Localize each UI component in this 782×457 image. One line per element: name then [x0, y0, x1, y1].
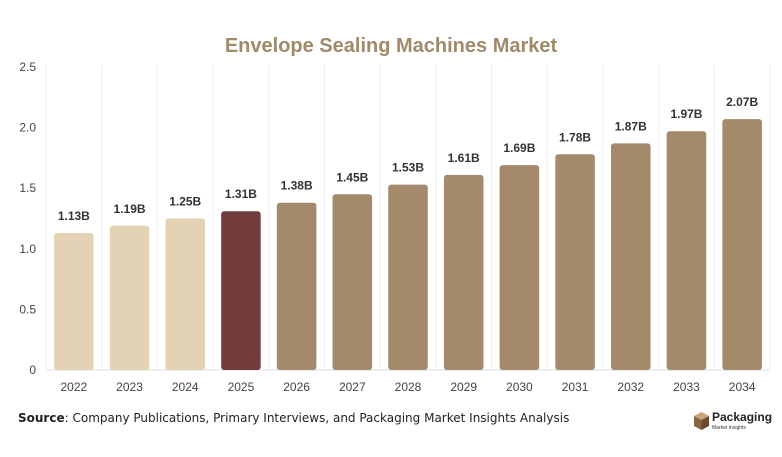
x-axis-ticks: 2022 2023 2024 2025 2026 2027 2028 2029 2030 2031…	[60, 380, 755, 394]
bar-2027	[332, 194, 373, 370]
x-tick-label: 2031	[562, 380, 589, 394]
x-tick-label: 2025	[228, 380, 255, 394]
data-label: 1.97B	[670, 107, 702, 121]
bar-2033	[666, 131, 707, 370]
x-tick-label: 2028	[395, 380, 422, 394]
bar-2025	[221, 211, 261, 370]
x-tick-label: 2029	[450, 380, 477, 394]
source-note: Source: Company Publications, Primary In…	[18, 411, 569, 425]
bar-2022	[54, 233, 94, 370]
grid-lines	[45, 65, 771, 371]
logo-tagline: Market Insights	[712, 425, 746, 431]
x-tick-label: 2032	[617, 380, 644, 394]
y-tick-label: 1.0	[19, 242, 36, 256]
bar-2023	[109, 225, 150, 370]
y-axis-ticks: 0 0.5 1.0 1.5 2.0 2.5	[19, 60, 36, 377]
y-tick-label: 0.5	[19, 302, 36, 316]
source-label: Source	[18, 411, 65, 425]
data-label: 1.25B	[169, 195, 201, 209]
y-tick-label: 2.5	[19, 60, 36, 74]
x-tick-label: 2034	[729, 380, 756, 394]
bar-2024	[165, 218, 206, 370]
x-tick-label: 2024	[172, 380, 199, 394]
bar-2026	[276, 202, 317, 370]
y-tick-label: 0	[29, 363, 36, 377]
x-tick-label: 2030	[506, 380, 533, 394]
chart-title: Envelope Sealing Machines Market	[225, 35, 558, 57]
x-tick-label: 2033	[673, 380, 700, 394]
data-label: 1.31B	[225, 187, 257, 201]
bar-2029	[443, 174, 484, 370]
box-icon	[694, 412, 709, 430]
data-label: 1.45B	[336, 170, 368, 184]
data-label: 1.53B	[392, 161, 424, 175]
bar-2028	[388, 184, 428, 370]
bar-2030	[499, 165, 540, 370]
logo-name: Packaging	[712, 410, 773, 424]
bar-2031	[555, 154, 595, 370]
x-tick-label: 2022	[60, 380, 87, 394]
bar-2032	[610, 143, 651, 370]
data-label: 1.78B	[559, 130, 591, 144]
data-label: 1.87B	[615, 119, 647, 133]
bars	[54, 119, 762, 370]
data-label: 1.61B	[448, 151, 480, 165]
x-tick-label: 2027	[339, 380, 366, 394]
bar-chart: Envelope Sealing Machines Market 0 0.5 1.0…	[19, 35, 771, 394]
x-tick-label: 2023	[116, 380, 143, 394]
data-label: 1.69B	[503, 141, 535, 155]
brand-logo: Packaging Market Insights	[694, 410, 774, 436]
data-label: 1.38B	[281, 179, 313, 193]
y-tick-label: 2.0	[19, 121, 36, 135]
data-label: 2.07B	[726, 95, 758, 109]
bar-2034	[722, 119, 762, 370]
data-labels: 1.13B 1.19B 1.25B 1.31B 1.38B 1.45B 1.53B 1.61B…	[58, 95, 759, 223]
source-text: : Company Publications, Primary Intervie…	[64, 411, 570, 425]
x-tick-label: 2026	[283, 380, 310, 394]
data-label: 1.19B	[114, 202, 146, 216]
data-label: 1.13B	[58, 209, 90, 223]
y-tick-label: 1.5	[19, 181, 36, 195]
